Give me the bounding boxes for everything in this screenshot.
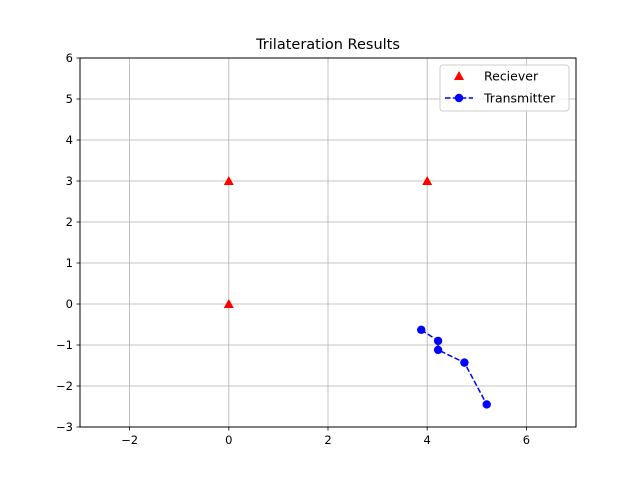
transmitter-marker <box>417 325 426 335</box>
legend: Reciever Transmitter <box>439 64 570 112</box>
tick-layer: −2 0 2 4 6 −3 −2 −1 0 1 2 3 4 5 6 <box>56 51 530 447</box>
transmitter-marker <box>433 336 443 346</box>
y-tick-label: 3 <box>66 174 73 188</box>
y-tick-label: 5 <box>66 92 73 106</box>
y-tick-label: 0 <box>66 297 73 311</box>
legend-transmitter-marker <box>454 93 464 103</box>
series-layer <box>223 176 491 409</box>
x-tick-label: 4 <box>424 433 431 447</box>
receiver-marker <box>223 299 234 308</box>
series-reciever <box>223 176 433 308</box>
y-tick-label: 1 <box>66 256 73 270</box>
x-tick-label: 0 <box>225 433 232 447</box>
y-tick-label: −3 <box>56 420 73 434</box>
series-transmitter <box>417 325 491 409</box>
legend-entry-transmitter: Transmitter <box>445 91 556 106</box>
y-tick-label: 2 <box>66 215 73 229</box>
transmitter-marker <box>482 400 491 409</box>
legend-box <box>439 64 570 112</box>
receiver-marker <box>223 176 234 185</box>
grid-layer <box>80 57 576 428</box>
y-tick-label: −2 <box>56 379 73 393</box>
transmitter-marker <box>433 345 443 355</box>
legend-label: Transmitter <box>483 91 556 106</box>
transmitter-marker <box>460 358 469 367</box>
x-tick-label: −2 <box>121 433 138 447</box>
y-tick-label: −1 <box>56 338 73 352</box>
y-tick-label: 6 <box>66 51 73 65</box>
legend-receiver-marker <box>454 71 464 80</box>
y-tick-label: 4 <box>66 133 73 147</box>
receiver-marker <box>422 176 433 185</box>
legend-label: Reciever <box>484 69 539 84</box>
chart-title: Trilateration Results <box>255 37 400 53</box>
x-tick-label: 2 <box>324 433 331 447</box>
x-tick-label: 6 <box>523 433 530 447</box>
transmitter-line <box>420 329 488 405</box>
legend-entry-reciever: Reciever <box>454 69 539 84</box>
